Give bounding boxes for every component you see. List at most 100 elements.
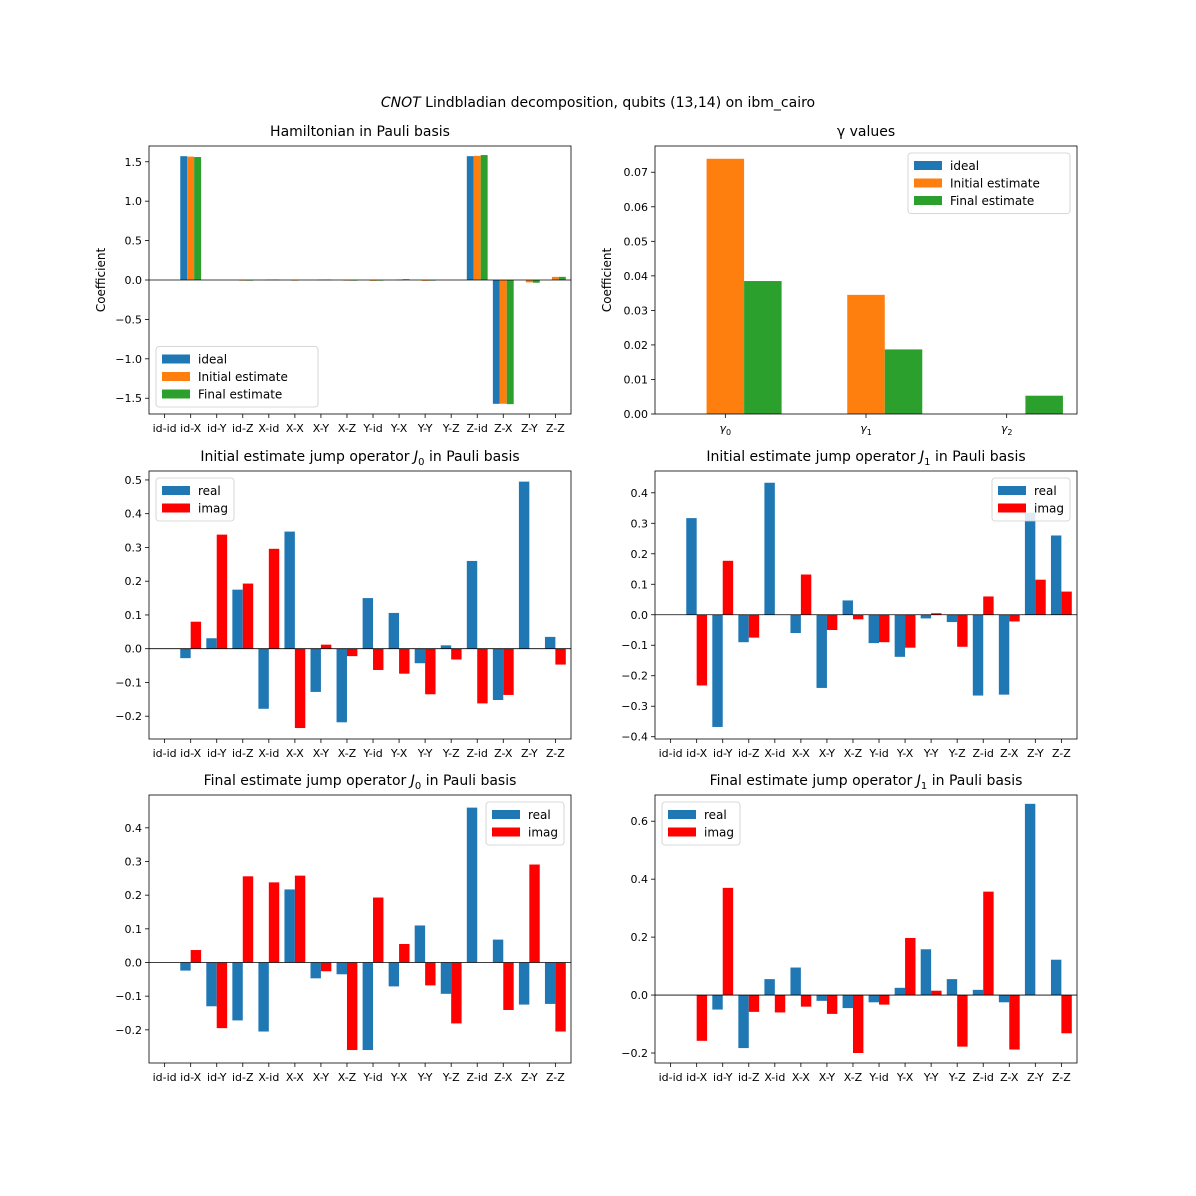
y-tick-label: 0.3 <box>631 517 649 530</box>
bar-imag <box>425 962 436 986</box>
bar-real <box>284 889 295 963</box>
x-tick-label: Y-Y <box>417 747 433 760</box>
x-tick-label: id-Y <box>207 1071 227 1084</box>
x-tick-label: id-X <box>180 747 201 760</box>
x-tick-label: X-Y <box>819 1071 836 1084</box>
bar-initial-estimate <box>847 294 885 414</box>
x-tick-label: Z-X <box>494 422 513 435</box>
bar-real <box>310 648 321 692</box>
legend: ideal Initial estimate Final estimate <box>155 346 319 408</box>
y-tick-label: 0.1 <box>125 609 143 622</box>
x-tick-label: id-X <box>180 422 201 435</box>
legend: real imag <box>485 801 565 846</box>
bar-ideal <box>492 280 500 404</box>
bar-initial-estimate <box>706 158 745 414</box>
y-tick-label: −0.2 <box>115 1024 142 1037</box>
bar-imag <box>748 614 760 638</box>
legend: real imag <box>661 801 741 846</box>
bar-imag <box>1009 614 1020 622</box>
x-tick-label: Z-id <box>467 747 488 760</box>
x-tick-label: Z-Y <box>521 1071 538 1084</box>
legend-label: Final estimate <box>198 388 282 402</box>
bar-imag <box>216 534 228 649</box>
x-tick-label: X-id <box>764 1071 785 1084</box>
x-tick-label: id-Z <box>738 1071 760 1084</box>
y-tick-label: 0.03 <box>624 304 649 317</box>
bar-imag <box>852 995 864 1054</box>
x-tick-label: Y-Z <box>442 422 460 435</box>
bar-imag <box>748 995 760 1012</box>
bar-real <box>998 995 1010 1003</box>
bar-final-estimate <box>558 276 566 280</box>
legend: ideal Initial estimate Final estimate <box>907 152 1071 214</box>
x-tick-label: X-Z <box>338 747 357 760</box>
y-tick-label: 1.5 <box>125 156 143 169</box>
bar-imag <box>1061 591 1072 615</box>
bar-real <box>1024 512 1036 615</box>
x-tick-label: X-X <box>286 422 304 435</box>
bar-real <box>868 614 880 644</box>
bar-imag <box>320 644 332 649</box>
x-tick-label: id-X <box>686 1071 707 1084</box>
x-tick-label: Y-Z <box>442 747 460 760</box>
legend-swatch <box>492 827 520 837</box>
bar-real <box>440 962 452 994</box>
y-tick-label: 0.2 <box>125 889 143 902</box>
x-tick-label: Z-Y <box>521 747 538 760</box>
y-tick-label: 0.1 <box>125 923 143 936</box>
x-tick-label: γ0​ <box>720 422 732 437</box>
bar-real <box>842 995 853 1009</box>
x-tick-label: Y-X <box>390 1071 408 1084</box>
bar-imag <box>399 943 410 963</box>
x-tick-label: Z-Z <box>1052 747 1071 760</box>
bar-imag <box>529 864 540 963</box>
bar-imag <box>190 621 202 649</box>
x-tick-label: Z-Z <box>1052 1071 1071 1084</box>
bar-real <box>868 995 880 1003</box>
axes-frame <box>654 794 1078 1064</box>
bar-imag <box>800 995 812 1007</box>
y-tick-label: 0.2 <box>631 931 649 944</box>
bar-real <box>920 949 932 996</box>
bar-imag <box>425 648 436 695</box>
bar-real <box>336 648 347 723</box>
legend-label: Initial estimate <box>950 177 1040 191</box>
bar-imag <box>957 614 968 647</box>
bar-initial-estimate <box>499 280 507 404</box>
y-tick-label: 0.00 <box>624 408 649 421</box>
y-tick-label: 0.5 <box>125 474 143 487</box>
x-tick-label: X-Y <box>819 747 836 760</box>
legend-label: ideal <box>950 159 979 173</box>
x-tick-label: Z-Z <box>546 422 565 435</box>
bar-imag <box>346 962 358 1051</box>
x-tick-label: id-id <box>153 422 177 435</box>
bar-real <box>232 589 243 649</box>
bar-real <box>336 962 347 975</box>
bar-imag <box>555 648 566 665</box>
x-tick-label: id-Y <box>713 747 733 760</box>
legend-swatch <box>162 503 190 513</box>
y-tick-label: −0.2 <box>621 670 648 683</box>
x-tick-label: X-Z <box>338 422 357 435</box>
x-tick-label: Z-id <box>467 422 488 435</box>
bar-real <box>518 481 530 649</box>
x-tick-label: Y-Z <box>948 747 966 760</box>
bar-imag <box>852 614 864 620</box>
legend-label: imag <box>528 826 558 840</box>
legend-label: Initial estimate <box>198 370 288 384</box>
bar-imag <box>503 648 514 695</box>
chart-title: Initial estimate jump operator J0​ in Pa… <box>200 449 519 468</box>
y-tick-label: −0.1 <box>115 990 142 1003</box>
x-tick-label: Y-Y <box>923 1071 939 1084</box>
x-tick-label: Y-Y <box>417 1071 433 1084</box>
bar-real <box>258 648 269 709</box>
x-tick-label: γ1​ <box>860 422 872 437</box>
x-tick-label: id-Z <box>738 747 760 760</box>
x-tick-label: id-id <box>659 1071 683 1084</box>
bar-imag <box>826 995 838 1014</box>
chart-title: γ values <box>837 124 895 140</box>
bar-real <box>712 614 723 727</box>
bar-real <box>894 987 906 996</box>
x-tick-label: X-Y <box>313 422 330 435</box>
